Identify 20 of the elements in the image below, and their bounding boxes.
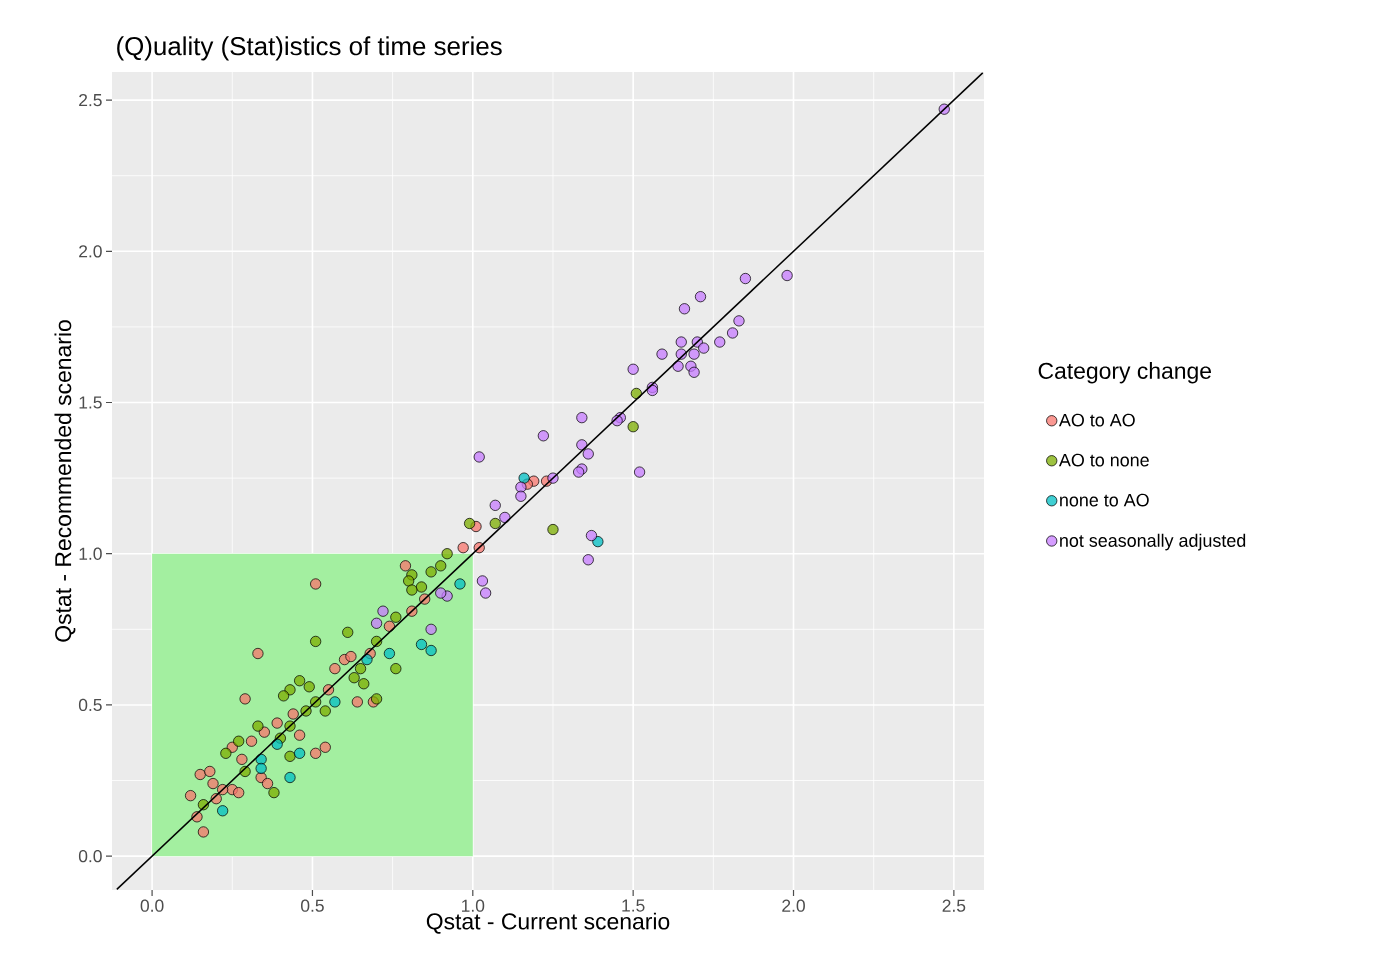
y-axis-title: Qstat - Recommended scenario [54,320,76,642]
chart-title: (Q)uality (Stat)istics of time series [117,36,502,61]
y-tick-label: 2.5 [79,93,102,107]
x-tick-label: 0.0 [140,899,164,912]
x-tick-label: 1.5 [622,899,645,912]
x-tick-label: 2.0 [782,899,805,912]
legend-label: none to AO [1060,493,1149,507]
y-tick-label: 2.0 [79,245,102,258]
legend-label: not seasonally adjusted [1060,533,1246,551]
x-tick-label: 0.5 [301,899,324,912]
legend-label: AO to AO [1058,413,1135,427]
x-axis-title: Qstat - Current scenario [426,912,670,934]
y-tick-label: 1.0 [79,547,102,560]
y-tick-label: 0.5 [78,698,102,712]
legend-label: AO to none [1058,453,1149,467]
y-tick-label: 1.5 [79,396,102,409]
x-tick-label: 1.0 [462,899,485,912]
x-tick-label: 2.5 [942,899,966,912]
legend-title: Category change [1038,362,1211,384]
y-tick-label: 0.0 [78,849,102,863]
